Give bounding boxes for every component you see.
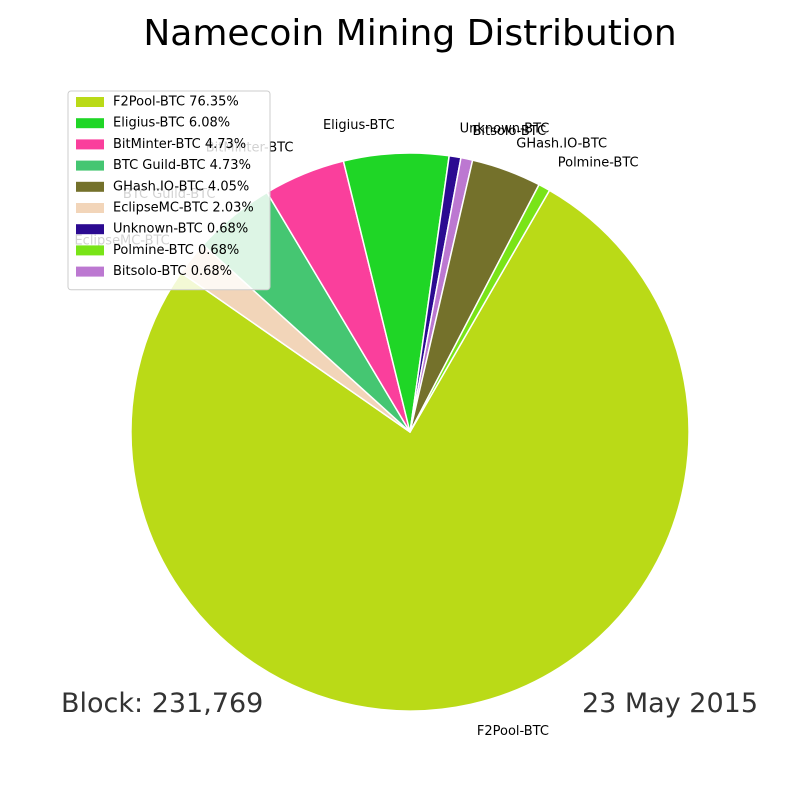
- block-height: Block: 231,769: [61, 688, 263, 719]
- legend-swatch-polmine-btc: [76, 245, 104, 256]
- legend-swatch-bitsolo-btc: [76, 266, 104, 277]
- legend-swatch-bitminter-btc: [76, 139, 104, 150]
- slice-label-f2pool-btc: F2Pool-BTC: [477, 724, 549, 739]
- pie-slices: [130, 152, 690, 712]
- legend-swatch-ghash-io-btc: [76, 181, 104, 192]
- pie-slice-f2pool-btc: [130, 189, 690, 712]
- legend-swatch-unknown-btc: [76, 224, 104, 235]
- legend-label-eclipsemc-btc: EclipseMC-BTC 2.03%: [113, 201, 254, 216]
- legend-label-bitsolo-btc: Bitsolo-BTC 0.68%: [113, 264, 232, 279]
- slice-label-unknown-btc: Unknown-BTC: [460, 122, 550, 137]
- date-text: 23 May 2015: [582, 688, 758, 719]
- pie-slice-polmine-btc: [409, 183, 551, 433]
- legend-label-unknown-btc: Unknown-BTC 0.68%: [113, 222, 248, 237]
- legend-swatch-btc-guild-btc: [76, 160, 104, 171]
- legend-label-f2pool-btc: F2Pool-BTC 76.35%: [113, 95, 239, 110]
- legend-label-polmine-btc: Polmine-BTC 0.68%: [113, 243, 239, 258]
- legend: F2Pool-BTC 76.35% Eligius-BTC 6.08% BitMin…: [67, 90, 271, 291]
- legend-swatch-eligius-btc: [76, 118, 104, 129]
- legend-swatch-f2pool-btc: [76, 97, 104, 107]
- slice-label-eligius-btc: Eligius-BTC: [323, 118, 395, 133]
- legend-label-btc-guild-btc: BTC Guild-BTC 4.73%: [113, 158, 251, 173]
- legend-label-eligius-btc: Eligius-BTC 6.08%: [113, 116, 230, 131]
- chart-title: Namecoin Mining Distribution: [143, 13, 676, 54]
- slice-label-ghash-io-btc: GHash.IO-BTC: [516, 137, 607, 152]
- legend-label-bitminter-btc: BitMinter-BTC 4.73%: [113, 137, 246, 152]
- slice-label-polmine-btc: Polmine-BTC: [558, 155, 639, 170]
- legend-label-ghash-io-btc: GHash.IO-BTC 4.05%: [113, 179, 249, 194]
- legend-frame: [67, 90, 271, 291]
- slice-label-bitsolo-btc: Bitsolo-BTC: [472, 124, 546, 139]
- legend-swatch-eclipsemc-btc: [76, 203, 104, 213]
